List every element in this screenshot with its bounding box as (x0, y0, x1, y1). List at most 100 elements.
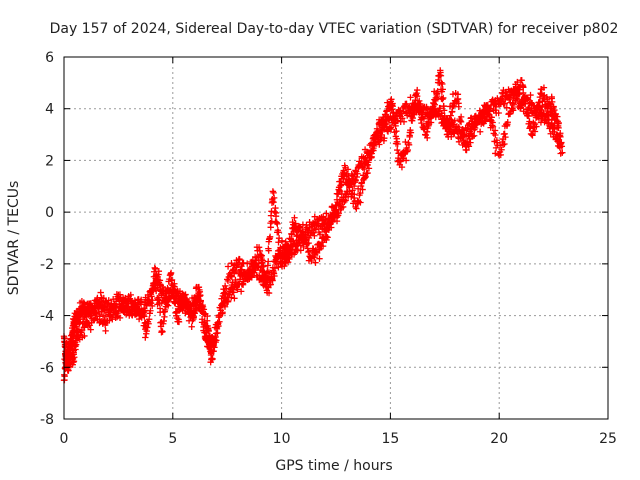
data-point (297, 247, 305, 254)
data-point (214, 319, 221, 326)
data-point (457, 118, 465, 126)
data-point (240, 259, 247, 267)
data-point (156, 299, 163, 307)
data-point (105, 297, 112, 304)
data-point (520, 84, 527, 91)
data-point (394, 140, 401, 148)
data-point (192, 305, 199, 313)
data-point (358, 180, 365, 187)
data-point (72, 341, 80, 348)
data-points (60, 67, 566, 384)
data-point (164, 298, 171, 306)
data-point (232, 268, 239, 275)
data-point (287, 242, 295, 249)
data-point (132, 310, 139, 318)
data-point (527, 91, 534, 99)
data-point (436, 104, 444, 112)
x-tick-label: 15 (381, 431, 399, 447)
data-point (271, 272, 278, 280)
data-point (543, 96, 551, 103)
chart-title: Day 157 of 2024, Sidereal Day-to-day VTE… (50, 21, 619, 37)
data-point (231, 295, 238, 302)
data-point (112, 303, 119, 311)
data-point (265, 258, 272, 265)
data-point (336, 188, 344, 196)
data-point (198, 316, 206, 323)
data-point (391, 114, 399, 122)
data-point (516, 105, 524, 112)
data-point (273, 219, 280, 226)
data-point (106, 317, 113, 324)
data-point (223, 285, 230, 292)
data-point (210, 341, 218, 349)
axis-ticks: 0 5 10 15 20 25 -8 -6 -4 -2 0 2 4 6 (40, 50, 617, 447)
data-point (524, 109, 532, 116)
data-point (558, 143, 566, 150)
data-point (148, 302, 156, 310)
data-point (370, 144, 377, 152)
data-point (147, 307, 154, 314)
data-point (384, 99, 391, 106)
data-point (323, 233, 330, 240)
data-point (469, 133, 476, 140)
data-point (311, 232, 318, 239)
data-point (510, 101, 518, 108)
data-point (339, 203, 347, 211)
data-point (357, 199, 364, 206)
data-point (228, 294, 235, 301)
data-point (71, 354, 78, 361)
data-point (381, 135, 388, 142)
data-point (87, 310, 94, 318)
data-point (352, 176, 359, 184)
data-point (299, 221, 307, 228)
data-point (459, 126, 466, 133)
data-point (410, 111, 418, 118)
data-point (167, 269, 175, 277)
data-point (521, 92, 529, 100)
data-point (427, 119, 435, 126)
data-point (342, 197, 349, 204)
data-point (137, 296, 145, 304)
data-point (504, 119, 511, 126)
data-point (337, 182, 344, 189)
data-point (347, 181, 355, 188)
data-point (230, 289, 237, 296)
data-point (283, 256, 290, 264)
data-point (172, 300, 179, 307)
data-point (108, 313, 115, 321)
data-point (403, 100, 410, 108)
data-point (215, 312, 223, 319)
data-point (439, 96, 446, 103)
data-point (376, 141, 383, 148)
data-point (275, 234, 283, 242)
data-point (509, 100, 516, 107)
data-point (357, 189, 364, 197)
data-point (61, 335, 68, 342)
data-point (168, 276, 176, 284)
data-point (328, 224, 335, 231)
data-point (172, 295, 180, 302)
data-point (116, 314, 124, 322)
data-point (503, 104, 510, 111)
data-point (413, 92, 421, 100)
data-point (527, 122, 534, 130)
data-point (502, 133, 509, 141)
data-point (446, 121, 454, 128)
data-point (472, 120, 480, 128)
data-point (375, 132, 382, 139)
data-point (473, 119, 480, 126)
data-point (394, 146, 401, 154)
data-point (274, 220, 281, 228)
data-point (333, 202, 340, 209)
data-point (417, 100, 424, 108)
data-point (175, 318, 183, 326)
data-point (384, 115, 391, 122)
data-point (481, 118, 488, 125)
data-point (404, 146, 412, 154)
x-tick-label: 5 (168, 431, 177, 447)
data-point (400, 118, 408, 125)
data-point (485, 105, 493, 113)
y-tick-label: 4 (45, 102, 54, 118)
data-point (437, 72, 445, 79)
data-point (275, 264, 282, 271)
